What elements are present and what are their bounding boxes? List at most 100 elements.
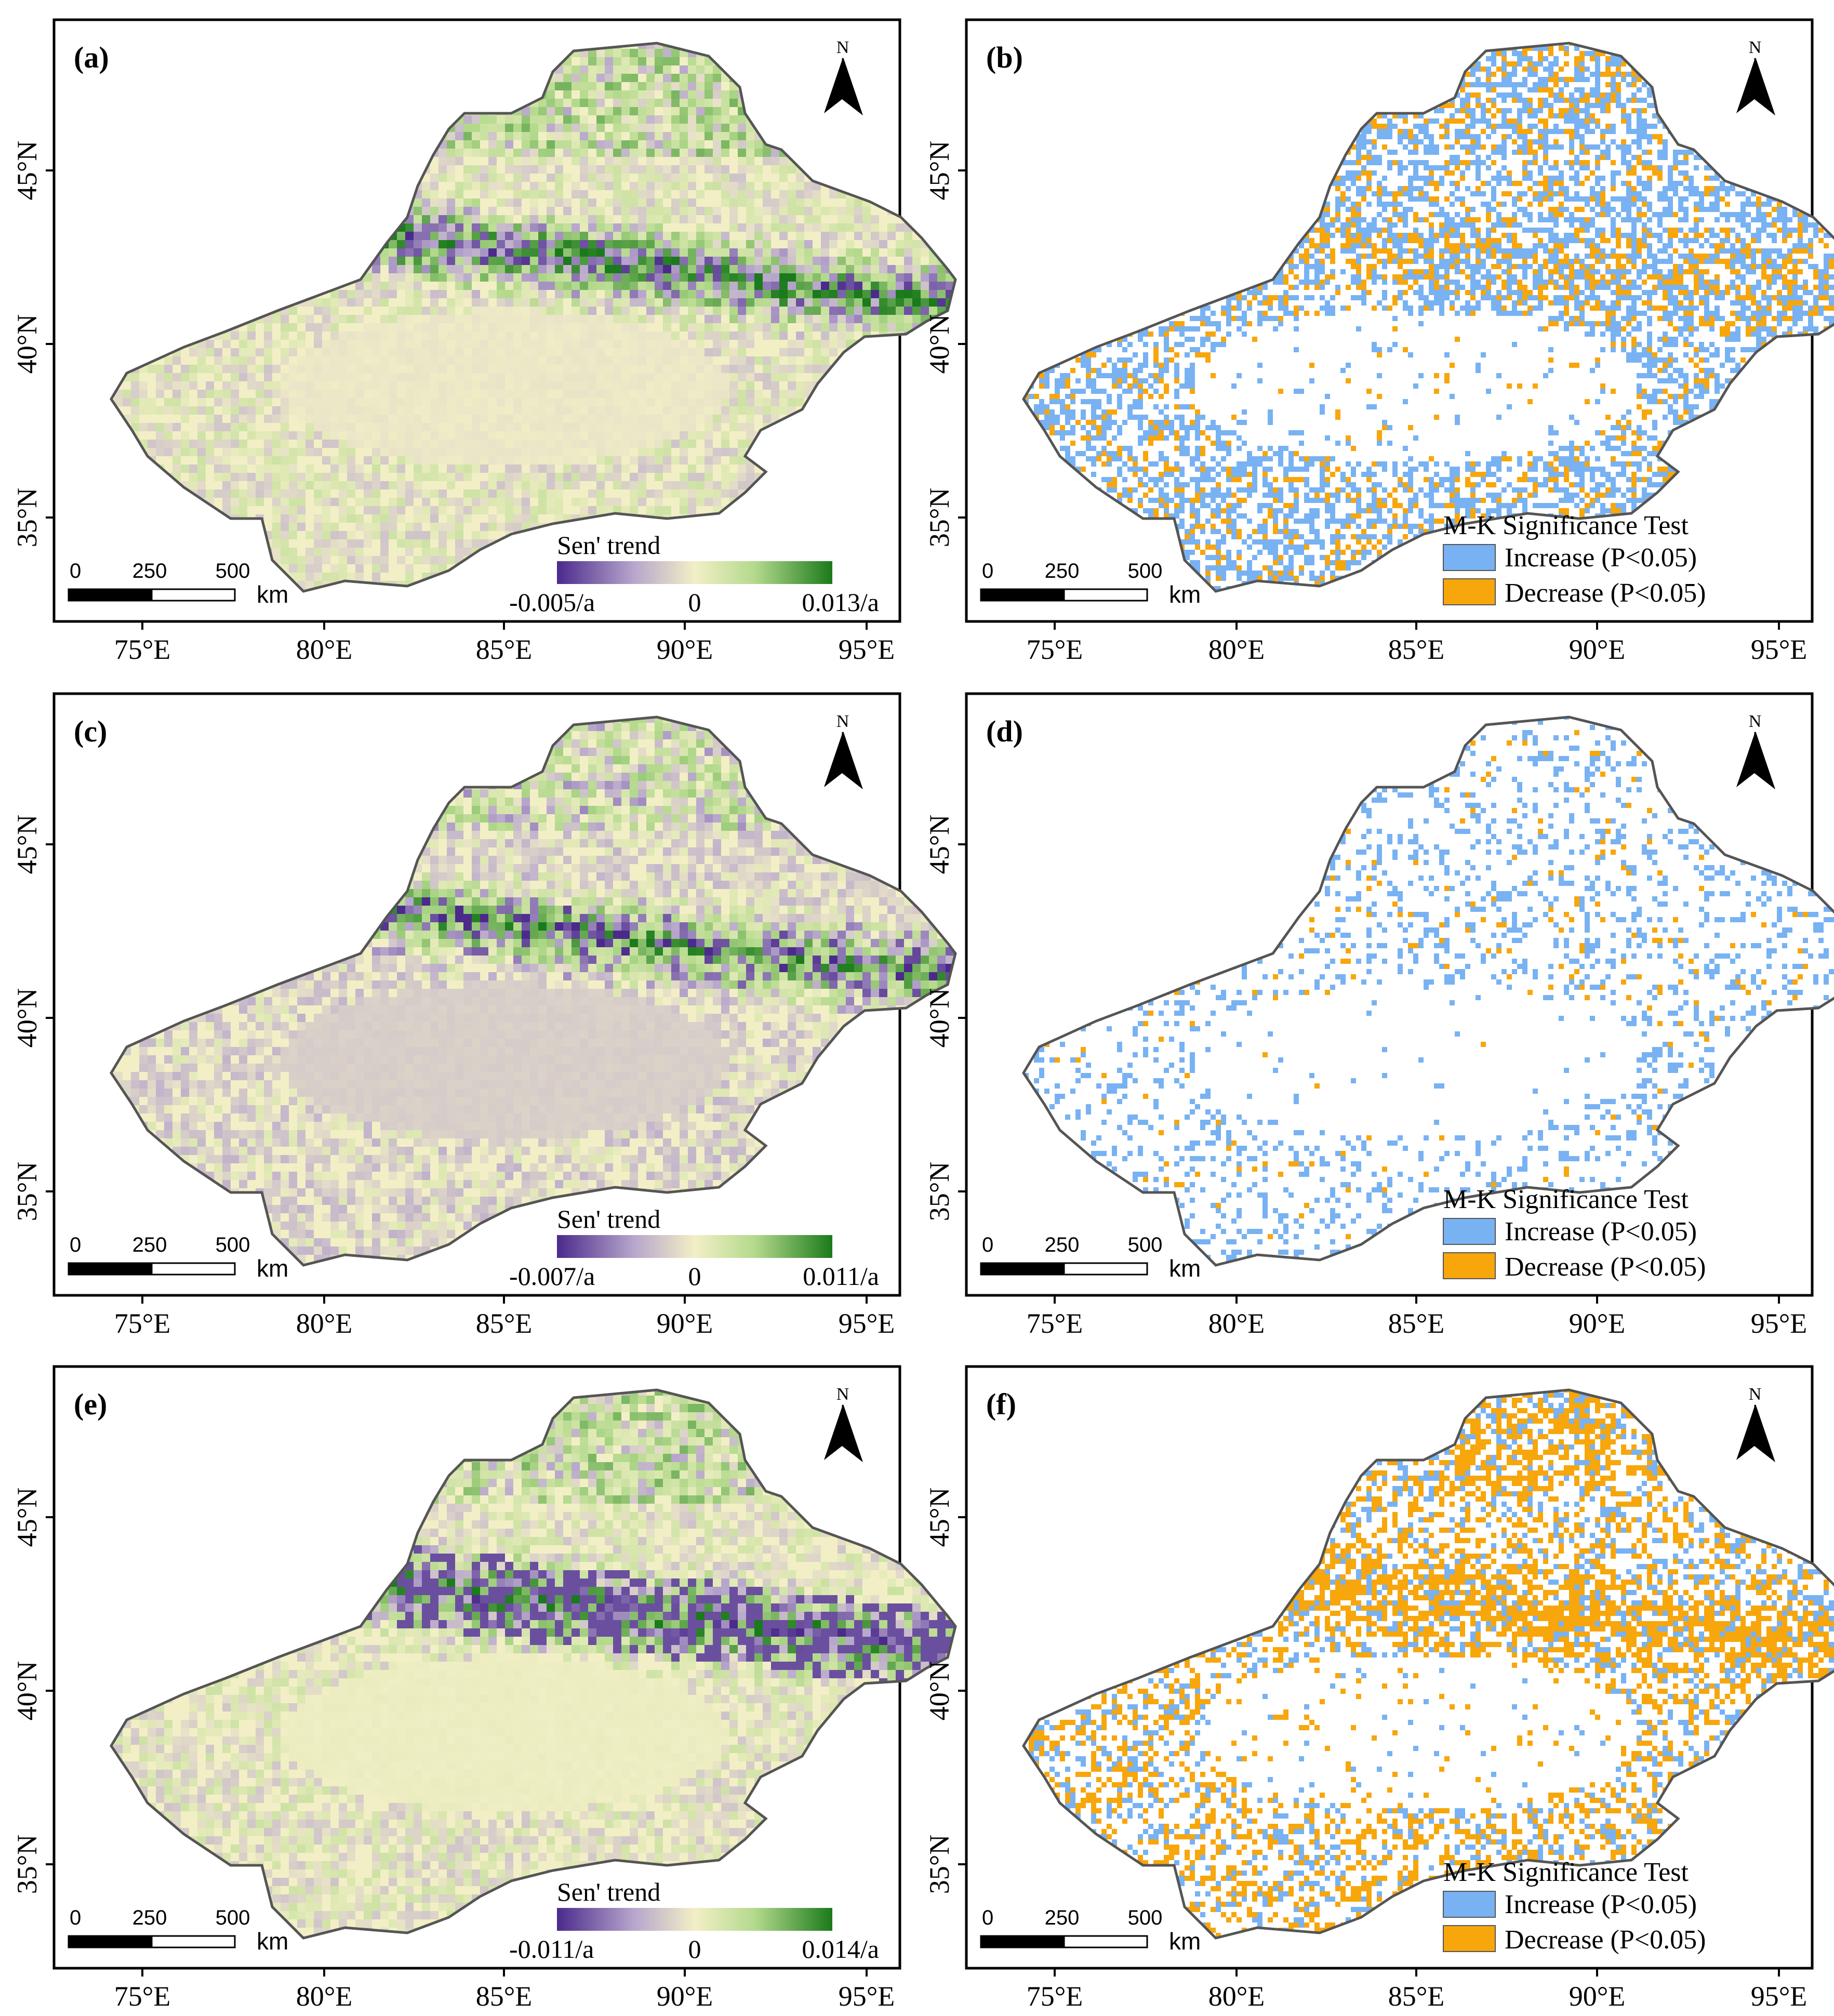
legend-title: M-K Significance Test (1443, 511, 1689, 540)
decrease-swatch (1443, 1925, 1496, 1952)
panel-label: (b) (986, 41, 1023, 74)
map-panel-d: (d) N 0 250 500 km M-K Significance Test Increa… (924, 692, 1834, 1339)
scale-bar-unit: km (1169, 1255, 1201, 1282)
region-outline (1022, 1388, 1834, 1940)
scale-bar-label: 500 (1128, 1234, 1163, 1256)
north-arrow-icon: N (1736, 1385, 1776, 1463)
legend-max-label: 0.011/a (803, 1262, 879, 1291)
north-arrow-icon: N (824, 712, 863, 790)
latitude-tick-label: 35°N (11, 488, 43, 548)
longitude-tick-label: 95°E (1751, 1308, 1808, 1339)
panel-label: (f) (986, 1387, 1016, 1421)
longitude-tick-label: 75°E (114, 1308, 171, 1339)
longitude-tick-label: 95°E (839, 634, 895, 665)
scale-bar-unit: km (257, 1928, 288, 1955)
decrease-label: Decrease (P<0.05) (1505, 1925, 1706, 1955)
increase-label: Increase (P<0.05) (1505, 543, 1697, 573)
latitude-tick-label: 45°N (924, 141, 955, 201)
longitude-tick-label: 80°E (296, 634, 353, 665)
longitude-tick-label: 85°E (476, 634, 533, 665)
scale-bar-label: 250 (1045, 560, 1080, 582)
latitude-tick-label: 40°N (11, 314, 43, 374)
map-panel-e: (e) N 0 250 500 km Sen' trend -0.011/a 0 0.014/a 7… (11, 1365, 957, 2012)
increase-label: Increase (P<0.05) (1505, 1890, 1697, 1919)
scale-bar-label: 500 (216, 1906, 250, 1929)
north-label: N (1749, 38, 1762, 57)
increase-swatch (1443, 1218, 1496, 1245)
legend-title: Sen' trend (557, 1877, 660, 1906)
scale-bar-label: 0 (982, 1234, 993, 1256)
latitude-tick-label: 45°N (11, 1488, 43, 1547)
legend-title: M-K Significance Test (1443, 1858, 1689, 1887)
longitude-tick-label: 95°E (839, 1981, 895, 2012)
north-label: N (836, 1385, 849, 1404)
scale-bar-label: 500 (216, 1234, 250, 1256)
scale-bar-label: 0 (70, 560, 81, 582)
longitude-tick-label: 85°E (476, 1981, 533, 2012)
legend-max-label: 0.014/a (802, 1934, 879, 1964)
scale-bar-label: 250 (1045, 1906, 1080, 1929)
region-outline (110, 715, 957, 1267)
latitude-tick-label: 45°N (924, 1488, 955, 1547)
legend-min-label: -0.007/a (509, 1262, 595, 1291)
north-arrow-icon: N (824, 1385, 863, 1463)
longitude-tick-label: 75°E (114, 1981, 171, 2012)
north-arrow-icon: N (1736, 712, 1776, 790)
latitude-tick-label: 40°N (924, 1661, 955, 1721)
map-panel-a: (a) N 0 250 500 km Sen' trend -0.005/a 0 0.013/a 7… (11, 18, 957, 665)
longitude-tick-label: 85°E (1388, 1308, 1445, 1339)
scale-bar-unit: km (1169, 1928, 1201, 1955)
scale-bar: 0 250 500 km (980, 560, 1201, 608)
longitude-tick-label: 75°E (1027, 1981, 1083, 2012)
scale-bar-unit: km (257, 1255, 288, 1282)
region-outline (110, 42, 957, 593)
decrease-swatch (1443, 1252, 1496, 1279)
increase-swatch (1443, 544, 1496, 571)
latitude-tick-label: 40°N (924, 988, 955, 1048)
longitude-tick-label: 80°E (1208, 634, 1265, 665)
map-panel-c: (c) N 0 250 500 km Sen' trend -0.007/a 0 0.011/a 7… (11, 692, 957, 1339)
longitude-tick-label: 75°E (1027, 1308, 1083, 1339)
mk-legend: M-K Significance Test Increase (P<0.05) De… (1443, 511, 1706, 608)
north-label: N (1749, 1385, 1762, 1404)
longitude-tick-label: 80°E (1208, 1981, 1265, 2012)
legend-min-label: -0.005/a (509, 588, 595, 617)
scale-bar: 0 250 500 km (980, 1234, 1201, 1282)
scale-bar-label: 250 (132, 1234, 167, 1256)
color-ramp (557, 1235, 832, 1258)
scale-bar-label: 0 (982, 1906, 993, 1929)
longitude-tick-label: 80°E (1208, 1308, 1265, 1339)
north-label: N (836, 712, 849, 731)
scale-bar-label: 500 (1128, 560, 1163, 582)
longitude-tick-label: 95°E (1751, 634, 1808, 665)
longitude-tick-label: 95°E (839, 1308, 895, 1339)
legend-title: Sen' trend (557, 1204, 660, 1234)
legend-max-label: 0.013/a (802, 588, 879, 617)
longitude-tick-label: 85°E (1388, 634, 1445, 665)
legend-title: Sen' trend (557, 530, 660, 560)
mk-legend: M-K Significance Test Increase (P<0.05) De… (1443, 1185, 1706, 1282)
north-arrow-icon: N (824, 38, 863, 116)
scale-bar: 0 250 500 km (68, 1234, 288, 1282)
color-ramp (557, 1908, 832, 1931)
legend-mid-label: 0 (688, 1262, 701, 1291)
panel-label: (c) (74, 714, 107, 748)
region-outline (110, 1388, 957, 1940)
longitude-tick-label: 75°E (1027, 634, 1083, 665)
decrease-swatch (1443, 578, 1496, 605)
mk-legend: M-K Significance Test Increase (P<0.05) De… (1443, 1858, 1706, 1955)
latitude-tick-label: 35°N (924, 488, 955, 548)
north-label: N (836, 38, 849, 57)
longitude-tick-label: 85°E (476, 1308, 533, 1339)
scale-bar: 0 250 500 km (980, 1906, 1201, 1955)
map-panel-b: (b) N 0 250 500 km M-K Significance Test Increa… (924, 18, 1834, 665)
trend-legend: Sen' trend -0.011/a 0 0.014/a (509, 1877, 879, 1964)
longitude-tick-label: 80°E (296, 1981, 353, 2012)
longitude-tick-label: 90°E (657, 1981, 713, 2012)
map-panel-f: (f) N 0 250 500 km M-K Significance Test Increa… (924, 1365, 1834, 2012)
longitude-tick-label: 90°E (657, 1308, 713, 1339)
legend-mid-label: 0 (688, 588, 701, 617)
trend-legend: Sen' trend -0.007/a 0 0.011/a (509, 1204, 879, 1291)
longitude-tick-label: 90°E (1569, 1308, 1626, 1339)
latitude-tick-label: 35°N (11, 1162, 43, 1222)
